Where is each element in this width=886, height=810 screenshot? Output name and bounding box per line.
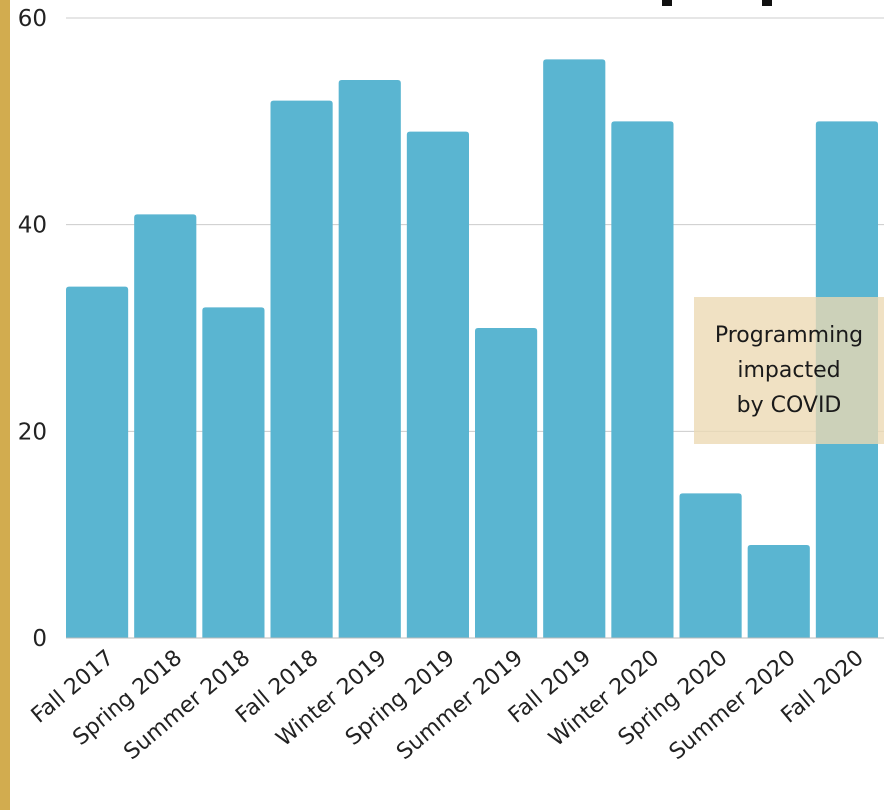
covid-annotation-text: Programming impacted by COVID [714,323,864,418]
bar [475,328,538,638]
bar [747,545,810,638]
cropped-title-fragment [662,0,672,6]
bar [202,307,265,638]
bar [679,493,742,638]
y-tick-label: 40 [18,213,47,239]
bar [338,80,401,638]
bar [66,286,129,638]
bar [543,59,606,639]
left-accent-stripe [0,0,10,810]
bar [406,131,469,638]
bar [611,121,674,639]
bar [134,214,197,639]
bar [270,100,333,638]
y-tick-label: 20 [18,419,47,445]
cropped-title-fragment [762,0,772,6]
covid-annotation-box: Programming impacted by COVID [694,297,884,444]
y-tick-label: 60 [18,6,47,32]
y-tick-label: 0 [32,626,47,652]
